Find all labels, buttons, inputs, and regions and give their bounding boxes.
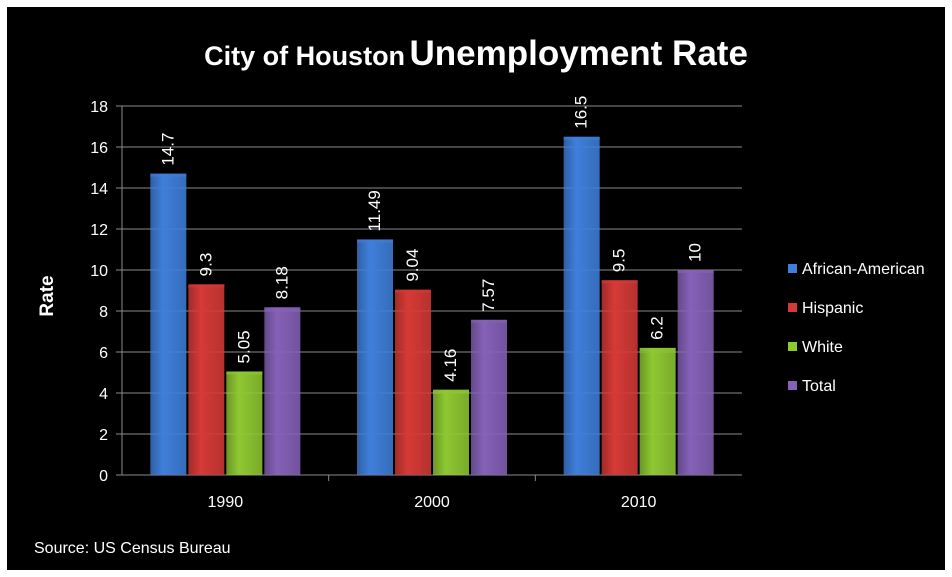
bar-total-2000: [471, 319, 507, 475]
data-label: 9.3: [196, 253, 215, 277]
y-tick-label: 16: [90, 140, 108, 157]
bar-top-highlight: [226, 371, 263, 375]
y-tick-label: 6: [99, 345, 108, 362]
bar-hispanic-2010: [601, 280, 638, 475]
legend-swatch: [788, 342, 797, 351]
chart-title-part1: City of Houston: [204, 41, 406, 71]
data-label: 11.49: [365, 190, 384, 231]
bar-white-2000: [433, 389, 469, 475]
y-tick-label: 18: [90, 99, 108, 116]
x-tick-label: 1990: [208, 494, 244, 511]
bar-top-highlight: [357, 239, 393, 243]
y-tick-label: 8: [99, 304, 108, 321]
legend-swatch: [788, 303, 797, 312]
legend-label: White: [802, 339, 843, 356]
bar-top-highlight: [188, 284, 225, 288]
bar-top-highlight: [601, 280, 638, 284]
bar-white-1990: [226, 371, 263, 475]
data-label: 9.04: [403, 249, 422, 282]
bar-top-highlight: [433, 389, 469, 393]
bar-top-highlight: [395, 289, 431, 293]
legend-swatch: [788, 381, 797, 390]
bar-african-american-1990: [150, 173, 187, 475]
bars: [150, 136, 714, 475]
chart-title: City of Houston Unemployment Rate: [0, 34, 952, 74]
legend-swatch: [788, 264, 797, 273]
data-label: 4.16: [441, 349, 460, 382]
y-tick-label: 12: [90, 222, 108, 239]
gridlines: [122, 105, 742, 476]
data-label: 7.57: [479, 279, 498, 312]
bar-top-highlight: [150, 173, 187, 177]
source-note: Source: US Census Bureau: [34, 540, 231, 557]
bar-top-highlight: [677, 270, 714, 273]
x-tick-label: 2000: [414, 494, 450, 511]
legend: African-American Hispanic White Total: [788, 261, 925, 395]
bar-white-2010: [639, 347, 676, 475]
bar-hispanic-1990: [188, 284, 225, 475]
data-labels: 14.7 9.3 5.05 8.18 11.49 9.04 4.16 7.57 16.5 9.5 6…: [158, 96, 704, 382]
bar-african-american-2000: [357, 239, 393, 475]
bar-total-1990: [264, 307, 301, 475]
data-label: 5.05: [234, 330, 253, 363]
legend-label: Total: [802, 378, 836, 395]
bar-african-american-2010: [563, 136, 600, 475]
legend-label: Hispanic: [802, 300, 863, 317]
data-label: 10: [686, 243, 705, 262]
y-tick-label: 0: [99, 468, 108, 485]
y-tick-label: 2: [99, 427, 108, 444]
bar-top-highlight: [563, 136, 600, 140]
x-tick-label: 2010: [621, 494, 657, 511]
data-label: 8.18: [272, 266, 291, 299]
y-tick-label: 14: [90, 181, 108, 198]
data-label: 9.5: [610, 249, 629, 273]
y-tick-label: 4: [99, 386, 108, 403]
data-label: 16.5: [572, 96, 591, 129]
legend-label: African-American: [802, 261, 925, 278]
chart-title-part2: Unemployment Rate: [409, 34, 748, 73]
data-label: 6.2: [648, 316, 667, 340]
bar-top-highlight: [471, 319, 507, 323]
y-tick-label: 10: [90, 263, 108, 280]
data-label: 14.7: [158, 133, 177, 166]
bar-hispanic-2000: [395, 289, 431, 475]
axes: 0 2 4 6 8 10 12 14 16 18 1990 2000 2010: [90, 99, 742, 511]
bar-total-2010: [677, 270, 714, 475]
bar-top-highlight: [639, 347, 676, 351]
bar-top-highlight: [264, 307, 301, 311]
y-axis-title: Rate: [37, 275, 58, 316]
